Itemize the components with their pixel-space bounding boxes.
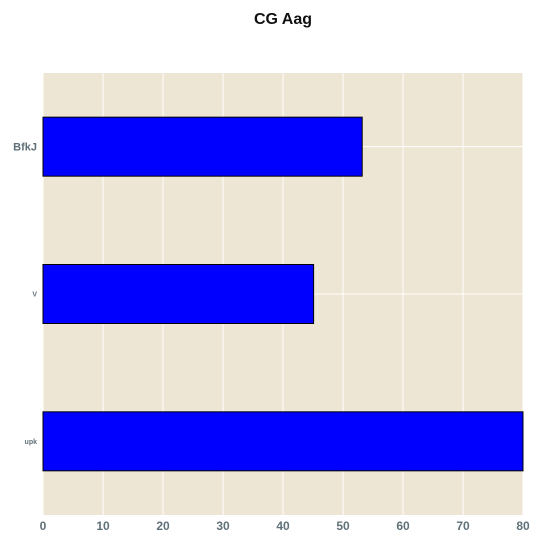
x-tick-label: 10	[96, 519, 110, 533]
x-tick-label: 80	[516, 519, 530, 533]
x-tick-label: 30	[216, 519, 230, 533]
x-tick-label: 50	[336, 519, 350, 533]
x-tick-label: 70	[456, 519, 470, 533]
bar-BfkJ	[42, 116, 363, 177]
x-tick-label: 40	[276, 519, 290, 533]
x-tick-label: 60	[396, 519, 410, 533]
y-tick-label: upk	[25, 439, 38, 446]
x-tick-label: 20	[156, 519, 170, 533]
x-axis-ticks: 0 10 20 30 40 50 60 70 80	[40, 519, 530, 533]
chart-title: CG Aag	[254, 11, 312, 28]
bar-V	[42, 264, 315, 324]
y-tick-label: BfkJ	[13, 142, 37, 154]
x-tick-label: 0	[40, 519, 47, 533]
bars	[42, 116, 524, 472]
bar-upk	[42, 411, 524, 472]
y-tick-label: V	[32, 291, 37, 298]
